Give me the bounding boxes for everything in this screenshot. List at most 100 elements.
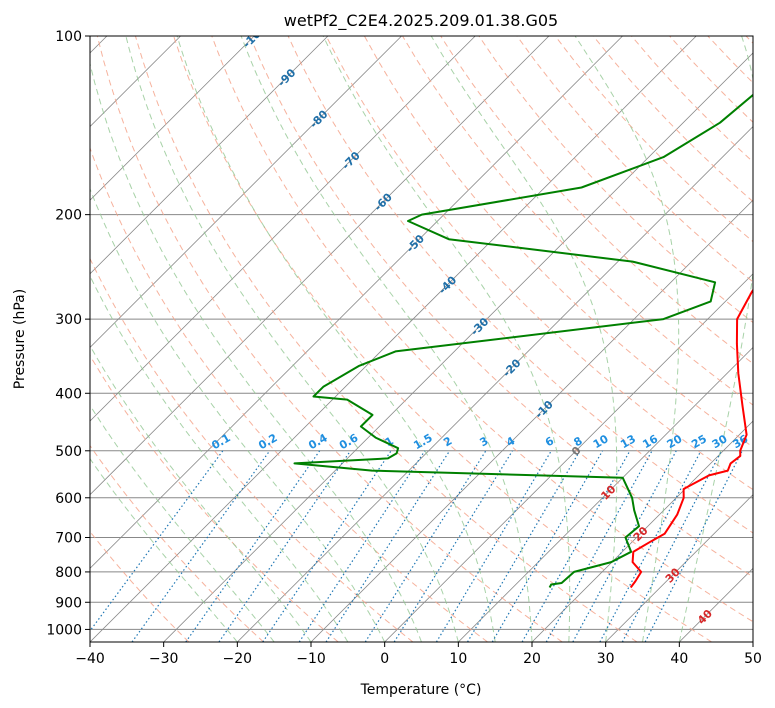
mixing-ratio-line — [572, 450, 677, 642]
mixing-ratio-line — [521, 450, 631, 642]
mixing-ratio-label: 10 — [591, 432, 611, 451]
sounding-trace — [629, 288, 753, 589]
y-tick-label: 100 — [55, 29, 82, 45]
dry-adiabat — [669, 36, 753, 123]
moist-adiabat — [322, 36, 571, 642]
mixing-ratio-label: 3 — [478, 434, 491, 449]
mixing-ratio-line — [599, 450, 702, 642]
isotherm-label: -90 — [275, 66, 298, 89]
moist-adiabat — [90, 61, 422, 642]
isotherm-label: 20 — [631, 524, 651, 544]
x-tick-label: −10 — [296, 651, 326, 667]
y-tick-label: 800 — [55, 565, 82, 581]
isotherm-label: -10 — [533, 398, 556, 421]
y-tick-label: 1000 — [46, 622, 82, 638]
x-tick-label: 30 — [597, 651, 615, 667]
isotherm-line — [679, 567, 753, 642]
mixing-ratio-line — [435, 450, 552, 642]
dry-adiabat — [325, 36, 753, 491]
x-tick-label: 40 — [670, 651, 688, 667]
mixing-ratio-line — [262, 450, 392, 642]
isotherm-line — [458, 346, 753, 642]
isotherm-label: 10 — [598, 482, 618, 502]
moist-adiabat — [90, 274, 349, 642]
dry-adiabat — [90, 444, 264, 642]
dry-adiabat — [554, 36, 753, 243]
dry-adiabat — [707, 36, 753, 84]
dry-adiabat — [90, 354, 339, 642]
dry-adiabat — [90, 146, 488, 642]
mixing-ratio-line — [131, 450, 271, 642]
mixing-ratio-label: 0.1 — [209, 431, 232, 452]
isotherm-line — [90, 36, 402, 349]
chart-title: wetPf2_C2E4.2025.209.01.38.G05 — [284, 11, 558, 31]
y-axis: 100 200 300 400 500 600 700 800 900 1000 — [46, 29, 90, 638]
mixing-ratio-line — [325, 450, 451, 642]
isotherm-label: -50 — [404, 232, 427, 255]
mixing-ratio-label: 0.4 — [306, 431, 330, 452]
moist-adiabat — [678, 36, 753, 642]
mixing-ratio-label: 1.5 — [411, 431, 434, 452]
mixing-ratio-label: 20 — [665, 432, 685, 451]
dry-adiabat — [249, 36, 753, 578]
sounding-traces — [293, 93, 753, 589]
plot-frame — [89, 35, 754, 643]
isotherm-line — [163, 52, 753, 642]
x-tick-label: 0 — [380, 651, 389, 667]
y-tick-label: 400 — [55, 386, 82, 402]
isotherm-line — [90, 36, 697, 642]
x-tick-label: 50 — [744, 651, 762, 667]
dry-adiabat — [478, 36, 753, 324]
isotherm-line — [90, 36, 623, 569]
moist-adiabat — [90, 457, 238, 642]
mixing-ratio-line — [644, 450, 743, 642]
y-tick-label: 300 — [55, 312, 82, 328]
mixing-ratio-line — [185, 450, 321, 642]
moist-adiabat — [574, 36, 680, 642]
mixing-ratio-label: 30 — [710, 432, 730, 451]
isotherm-line — [90, 36, 329, 275]
background-grid — [90, 36, 753, 642]
mixing-ratio-label: 13 — [618, 432, 638, 451]
mixing-ratio-line — [298, 450, 426, 642]
dry-adiabat — [90, 257, 414, 642]
x-axis-label: Temperature (°C) — [360, 682, 482, 698]
mixing-ratio-line — [364, 450, 487, 642]
moist-adiabat — [176, 36, 496, 642]
isotherm-label: 40 — [695, 607, 715, 627]
y-tick-label: 500 — [55, 444, 82, 460]
isotherm-label: -70 — [340, 149, 363, 172]
dry-adiabat — [592, 36, 753, 203]
moist-adiabat — [125, 36, 459, 642]
x-tick-label: −20 — [223, 651, 253, 667]
moist-adiabat — [240, 36, 533, 642]
dry-adiabat — [96, 36, 563, 642]
moist-adiabat — [90, 187, 386, 642]
isotherm-line — [531, 420, 753, 642]
isotherm-label: -40 — [436, 273, 459, 296]
x-tick-label: 20 — [523, 651, 541, 667]
dry-adiabat — [211, 36, 753, 623]
mixing-ratio-label: 16 — [640, 432, 660, 451]
isotherm-line — [310, 199, 753, 642]
isotherm-label: -20 — [500, 356, 523, 379]
dry-adiabat — [173, 36, 712, 642]
y-tick-label: 900 — [55, 595, 82, 611]
isotherm-line — [90, 36, 476, 422]
x-tick-label: −30 — [149, 651, 179, 667]
dry-adiabat — [745, 36, 753, 44]
isotherm-label: -80 — [307, 107, 330, 130]
mixing-ratio-line — [218, 450, 351, 642]
mixing-ratio-label: 0.2 — [256, 431, 279, 452]
isotherm-line — [384, 273, 753, 642]
mixing-ratio-line — [545, 450, 653, 642]
moist-adiabat — [90, 404, 275, 642]
mixing-ratio-line — [466, 450, 581, 642]
isotherm-label: -30 — [468, 315, 491, 338]
y-tick-label: 600 — [55, 491, 82, 507]
sounding-trace — [293, 93, 753, 588]
x-tick-label: 10 — [449, 651, 467, 667]
moist-adiabat — [90, 344, 312, 642]
